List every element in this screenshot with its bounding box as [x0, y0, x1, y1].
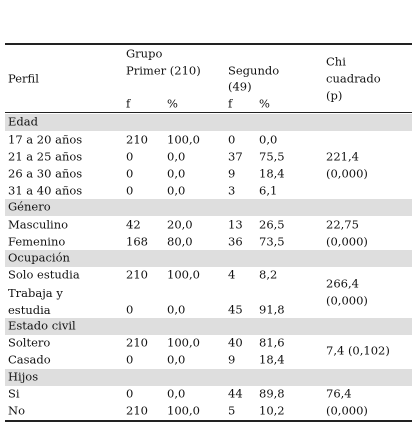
header-cell: % [259, 96, 270, 111]
cell: 4 [228, 267, 236, 282]
chi-cell: 76,4 [326, 386, 352, 401]
cell: 10,2 [259, 403, 285, 418]
cell: 0,0 [167, 149, 186, 164]
row-label: 21 a 25 años [8, 149, 83, 164]
cell: 37 [228, 149, 243, 164]
cell: 40 [228, 335, 243, 350]
section-title: Estado civil [8, 318, 76, 333]
bottom-rule [5, 420, 412, 422]
header-cell: f [228, 96, 233, 111]
chi-cell: 22,75 [326, 217, 359, 232]
cell: 210 [126, 403, 148, 418]
cell: 0 [126, 183, 134, 198]
row-label: No [8, 403, 25, 418]
cell: 0 [126, 302, 134, 317]
cell: 80,0 [167, 234, 193, 249]
header-cell: Perfil [8, 71, 39, 86]
header-cell: Grupo [126, 46, 163, 61]
cell: 100,0 [167, 267, 200, 282]
cell: 44 [228, 386, 243, 401]
row-label: 17 a 20 años [8, 132, 83, 147]
cell: 18,4 [259, 166, 285, 181]
header-cell: Chi [326, 54, 346, 69]
cell: 9 [228, 166, 236, 181]
row-label: Masculino [8, 217, 69, 232]
cell: 0,0 [167, 352, 186, 367]
cell: 210 [126, 335, 148, 350]
cell: 5 [228, 403, 236, 418]
chi-cell: (0,000) [326, 234, 368, 249]
cell: 75,5 [259, 149, 285, 164]
row-label: Trabaja y estudia [8, 285, 63, 317]
cell: 0 [126, 166, 134, 181]
cell: 0,0 [167, 166, 186, 181]
section-title: Género [8, 199, 51, 214]
header-cell: % [167, 96, 178, 111]
section-band [5, 368, 412, 386]
cell: 36 [228, 234, 243, 249]
row-label: Casado [8, 352, 51, 367]
top-rule [5, 43, 412, 45]
cell: 0,0 [259, 132, 278, 147]
cell: 100,0 [167, 335, 200, 350]
cell: 210 [126, 267, 148, 282]
cell: 0 [126, 352, 134, 367]
cell: 0,0 [167, 183, 186, 198]
section-band [5, 249, 412, 267]
cell: 9 [228, 352, 236, 367]
cell: 168 [126, 234, 148, 249]
chi-cell: 221,4 [326, 149, 359, 164]
cell: 100,0 [167, 403, 200, 418]
header-cell: Segundo [228, 63, 280, 78]
cell: 6,1 [259, 183, 278, 198]
header-cell: cuadrado [326, 71, 381, 86]
cell: 0 [228, 132, 236, 147]
row-label: Soltero [8, 335, 51, 350]
cell: 81,6 [259, 335, 285, 350]
cell: 0,0 [167, 386, 186, 401]
section-band [5, 317, 412, 335]
cell: 73,5 [259, 234, 285, 249]
cell: 45 [228, 302, 243, 317]
cell: 26,5 [259, 217, 285, 232]
cell: 42 [126, 217, 141, 232]
chi-cell: 266,4 [326, 276, 359, 291]
cell: 89,8 [259, 386, 285, 401]
cell: 13 [228, 217, 243, 232]
section-title: Edad [8, 114, 38, 129]
cell: 100,0 [167, 132, 200, 147]
header-cell: Primer (210) [126, 63, 201, 78]
row-label: 26 a 30 años [8, 166, 83, 181]
cell: 20,0 [167, 217, 193, 232]
header-cell: (49) [228, 79, 252, 94]
section-band [5, 198, 412, 216]
section-title: Ocupación [8, 250, 70, 265]
cell: 8,2 [259, 267, 278, 282]
section-title: Hijos [8, 369, 39, 384]
cell: 3 [228, 183, 236, 198]
row-label: Si [8, 386, 20, 401]
section-band [5, 113, 412, 131]
header-cell: f [126, 96, 131, 111]
row-label: Solo estudia [8, 267, 80, 282]
header-rule [5, 112, 412, 113]
row-label: Femenino [8, 234, 66, 249]
cell: 0 [126, 149, 134, 164]
cell: 210 [126, 132, 148, 147]
cell: 91,8 [259, 302, 285, 317]
header-cell: (p) [326, 88, 343, 103]
cell: 0 [126, 386, 134, 401]
row-label: 31 a 40 años [8, 183, 83, 198]
chi-cell: (0,000) [326, 293, 368, 308]
chi-cell: (0,000) [326, 403, 368, 418]
cell: 18,4 [259, 352, 285, 367]
chi-cell: 7,4 (0,102) [326, 343, 390, 358]
chi-cell: (0,000) [326, 166, 368, 181]
cell: 0,0 [167, 302, 186, 317]
